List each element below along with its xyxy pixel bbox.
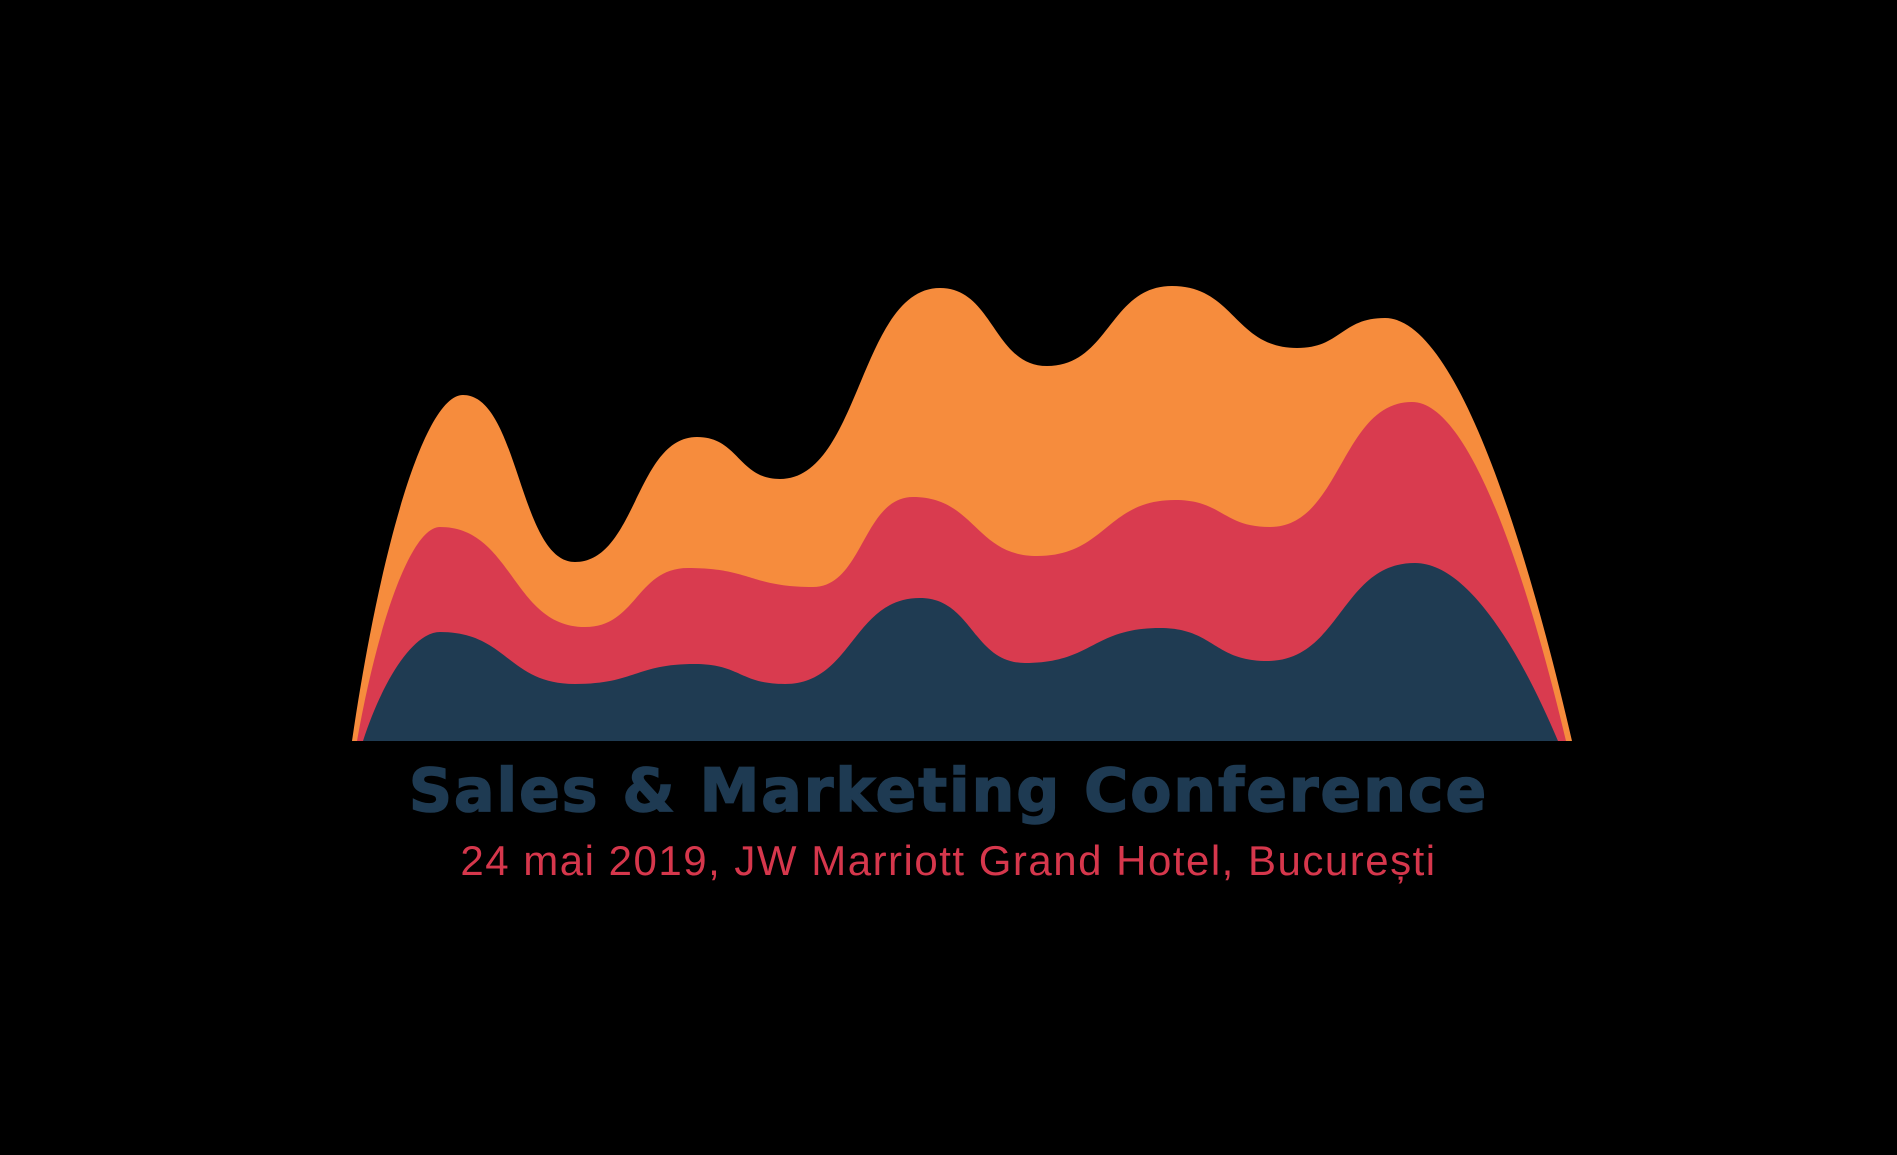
navy-front-wave <box>363 563 1558 741</box>
conference-date-venue: 24 mai 2019, JW Marriott Grand Hotel, Bu… <box>460 837 1437 884</box>
red-middle-wave <box>357 402 1566 741</box>
conference-title: Sales & Marketing Conference <box>408 756 1489 826</box>
